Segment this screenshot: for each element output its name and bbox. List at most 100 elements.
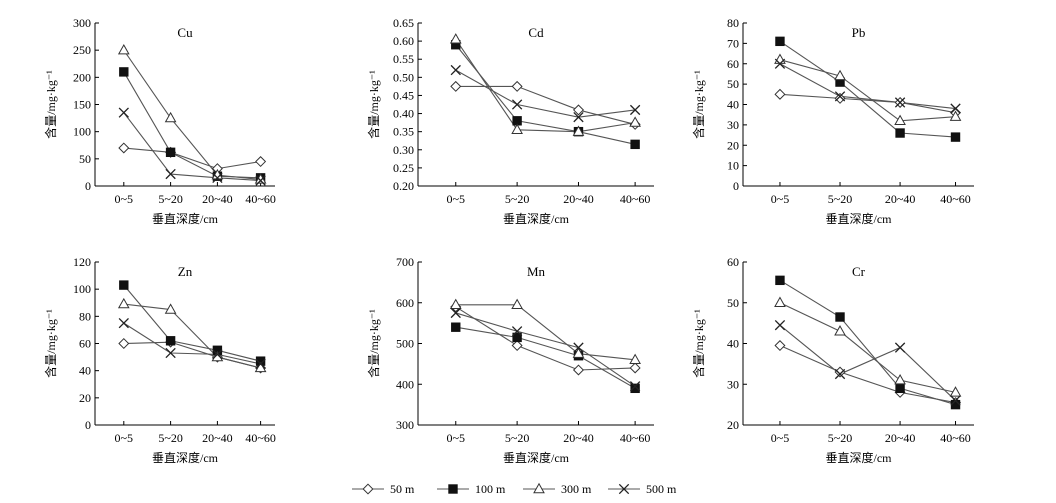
data-point-300m bbox=[834, 325, 846, 336]
y-tick-label: 100 bbox=[73, 125, 91, 139]
data-point-300m bbox=[449, 298, 462, 309]
x-tick-label: 5~20 bbox=[158, 431, 183, 445]
y-tick-label: 0.40 bbox=[393, 107, 414, 121]
data-point-300m bbox=[164, 111, 177, 123]
x-axis-label: 垂直深度/cm bbox=[152, 450, 219, 465]
x-tick-label: 20~40 bbox=[885, 192, 916, 206]
x-tick-label: 40~60 bbox=[940, 431, 971, 445]
data-point-50m bbox=[118, 337, 130, 350]
y-tick-label: 0.20 bbox=[393, 179, 414, 193]
x-axis-label: 垂直深度/cm bbox=[152, 211, 219, 226]
y-tick-label: 40 bbox=[727, 98, 739, 112]
data-point-500m bbox=[255, 358, 266, 370]
y-tick-label: 300 bbox=[73, 16, 91, 30]
data-point-300m bbox=[834, 69, 846, 81]
panel-title: Cr bbox=[852, 264, 866, 279]
data-point-300m bbox=[629, 116, 641, 127]
data-point-50m bbox=[450, 80, 462, 92]
data-point-100m bbox=[119, 280, 129, 290]
data-point-100m bbox=[165, 336, 176, 346]
series-line-50m bbox=[779, 93, 956, 114]
series-line-100m bbox=[779, 279, 956, 406]
data-point-500m bbox=[834, 368, 846, 380]
data-point-500m bbox=[774, 58, 786, 69]
data-point-300m bbox=[511, 123, 523, 135]
series-line-500m bbox=[779, 63, 956, 110]
panel-title: Mn bbox=[527, 264, 546, 279]
data-point-500m bbox=[894, 97, 906, 108]
y-tick-label: 20 bbox=[727, 138, 739, 152]
series-line-100m bbox=[779, 40, 956, 138]
data-point-300m bbox=[774, 296, 786, 307]
data-point-500m bbox=[774, 320, 786, 331]
series-line-500m bbox=[779, 324, 956, 401]
y-tick-label: 30 bbox=[727, 118, 739, 132]
data-point-100m bbox=[950, 399, 961, 410]
data-point-500m bbox=[212, 172, 223, 184]
panel-title: Pb bbox=[852, 25, 866, 40]
y-tick-label: 250 bbox=[73, 43, 91, 57]
x-axis-label: 垂直深度/cm bbox=[826, 450, 893, 465]
y-tick-label: 700 bbox=[396, 255, 414, 269]
x-tick-label: 40~60 bbox=[620, 431, 651, 445]
series-line-50m bbox=[123, 341, 261, 369]
data-point-50m bbox=[834, 92, 846, 104]
data-point-300m bbox=[629, 353, 641, 364]
data-point-50m bbox=[511, 340, 523, 352]
data-point-300m bbox=[949, 386, 962, 397]
data-point-500m bbox=[894, 342, 906, 353]
y-tick-label: 50 bbox=[79, 152, 91, 166]
series-line-50m bbox=[455, 306, 636, 371]
y-tick-label: 0.65 bbox=[393, 16, 414, 30]
legend-entry: 100 m bbox=[437, 482, 506, 496]
legend-entry: 300 m bbox=[523, 482, 592, 496]
y-axis-label: 含量/mg·kg⁻¹ bbox=[366, 309, 381, 378]
panel-mn: 300 400 500 600 700 0~5 5~20 20~40 40~60 Mn 垂直深度/c… bbox=[366, 255, 654, 465]
data-point-100m bbox=[630, 383, 640, 394]
y-tick-label: 0.35 bbox=[393, 125, 414, 139]
y-tick-label: 30 bbox=[727, 377, 739, 391]
panel-cr: 20 30 40 50 60 0~5 5~20 20~40 40~60 Cr 垂直深度/cm 含量/m… bbox=[691, 255, 974, 465]
x-tick-label: 0~5 bbox=[447, 431, 466, 445]
data-point-300m bbox=[211, 168, 224, 180]
data-point-300m bbox=[894, 373, 906, 385]
panel-title: Cu bbox=[177, 25, 193, 40]
y-tick-label: 600 bbox=[396, 296, 414, 310]
data-point-500m bbox=[573, 342, 584, 353]
x-tick-label: 5~20 bbox=[505, 431, 530, 445]
data-point-100m bbox=[119, 67, 129, 77]
data-point-100m bbox=[512, 332, 522, 343]
legend-marker-open-diamond bbox=[362, 483, 374, 495]
data-point-300m bbox=[949, 110, 962, 121]
data-point-300m bbox=[449, 33, 462, 44]
y-tick-label: 300 bbox=[396, 418, 414, 432]
y-tick-label: 60 bbox=[79, 337, 91, 351]
legend-entry: 500 m bbox=[608, 482, 677, 496]
data-point-50m bbox=[834, 366, 846, 378]
data-point-300m bbox=[117, 43, 130, 55]
x-tick-label: 40~60 bbox=[940, 192, 971, 206]
y-tick-label: 50 bbox=[727, 296, 739, 310]
data-point-500m bbox=[511, 326, 523, 337]
data-point-500m bbox=[450, 307, 461, 319]
panel-zn: 0 20 40 60 80 100 120 0~5 5~20 20~40 40~60 Zn 垂直深度/c… bbox=[43, 255, 276, 465]
series-line-100m bbox=[123, 284, 261, 362]
data-point-500m bbox=[118, 107, 129, 118]
data-point-500m bbox=[834, 91, 846, 102]
data-point-50m bbox=[572, 364, 584, 376]
data-point-300m bbox=[511, 298, 523, 309]
data-point-500m bbox=[165, 347, 176, 359]
y-axis-label: 含量/mg·kg⁻¹ bbox=[366, 70, 381, 139]
data-point-50m bbox=[255, 156, 267, 168]
x-tick-label: 0~5 bbox=[771, 192, 790, 206]
y-axis-label: 含量/mg·kg⁻¹ bbox=[43, 70, 58, 139]
y-tick-label: 80 bbox=[79, 309, 91, 323]
y-tick-label: 20 bbox=[727, 418, 739, 432]
x-tick-label: 5~20 bbox=[505, 192, 530, 206]
data-point-50m bbox=[774, 340, 786, 352]
data-point-300m bbox=[164, 303, 177, 314]
series-line-50m bbox=[455, 85, 636, 125]
y-tick-label: 0 bbox=[733, 179, 739, 193]
data-point-100m bbox=[165, 147, 176, 158]
data-point-500m bbox=[629, 104, 641, 116]
